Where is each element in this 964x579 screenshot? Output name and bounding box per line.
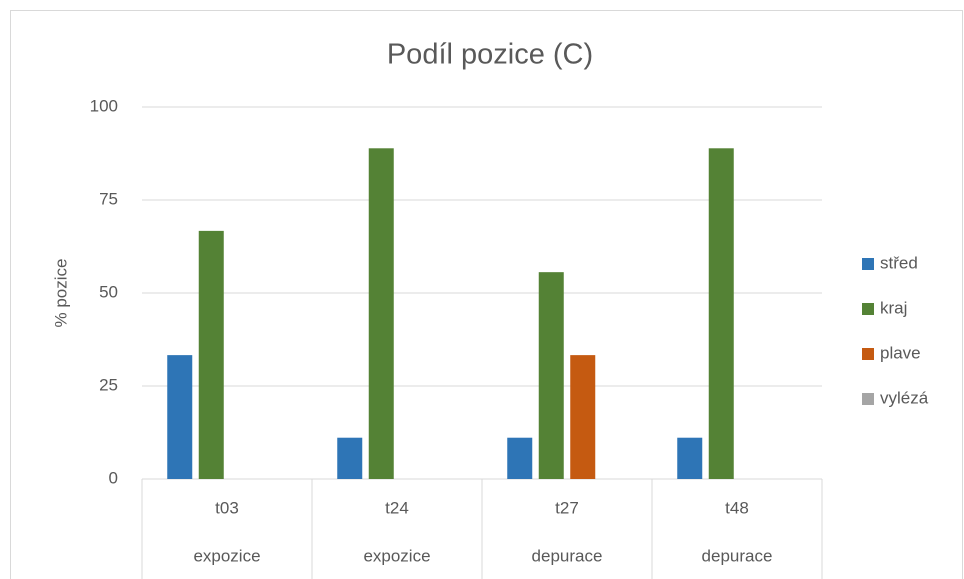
x-group-label: depurace: [702, 546, 773, 565]
y-tick-label: 0: [109, 468, 118, 487]
bar: [368, 148, 394, 480]
legend-label: vylézá: [880, 388, 929, 407]
bar: [198, 230, 224, 479]
bar: [167, 355, 193, 479]
x-tick-label: t03: [215, 498, 239, 517]
bar: [570, 355, 596, 479]
y-tick-label: 75: [99, 189, 118, 208]
x-group-label: expozice: [193, 546, 260, 565]
y-tick-label: 100: [90, 96, 118, 115]
chart-frame: [10, 10, 963, 579]
x-tick-label: t48: [725, 498, 749, 517]
chart-title: Podíl pozice (C): [387, 39, 593, 71]
y-tick-label: 50: [99, 282, 118, 301]
legend-swatch: [862, 303, 874, 315]
y-axis-label: % pozice: [51, 259, 70, 328]
legend-label: plave: [880, 343, 921, 362]
bar: [507, 437, 533, 479]
legend-swatch: [862, 348, 874, 360]
bar: [337, 437, 363, 479]
x-group-label: depurace: [532, 546, 603, 565]
bar: [708, 148, 734, 480]
bar: [677, 437, 703, 479]
x-tick-label: t27: [555, 498, 579, 517]
legend-label: střed: [880, 253, 918, 272]
x-tick-label: t24: [385, 498, 409, 517]
legend-swatch: [862, 393, 874, 405]
legend-swatch: [862, 258, 874, 270]
legend-label: kraj: [880, 298, 907, 317]
x-group-label: expozice: [363, 546, 430, 565]
bar: [538, 272, 564, 479]
y-tick-label: 25: [99, 375, 118, 394]
